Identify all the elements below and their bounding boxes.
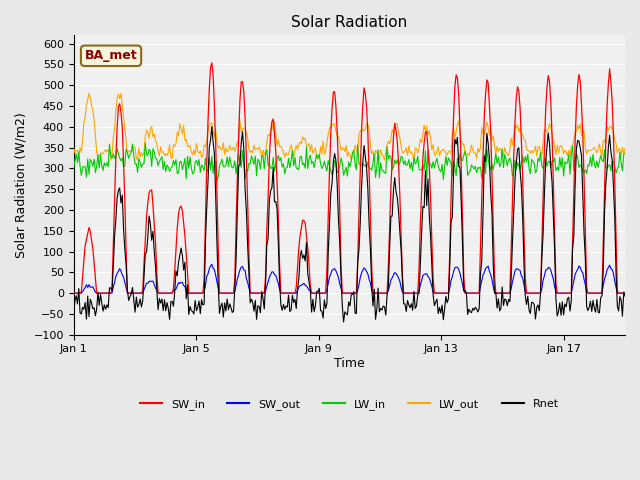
Legend: SW_in, SW_out, LW_in, LW_out, Rnet: SW_in, SW_out, LW_in, LW_out, Rnet bbox=[136, 394, 563, 414]
Text: BA_met: BA_met bbox=[84, 49, 138, 62]
Y-axis label: Solar Radiation (W/m2): Solar Radiation (W/m2) bbox=[15, 112, 28, 258]
Title: Solar Radiation: Solar Radiation bbox=[291, 15, 408, 30]
X-axis label: Time: Time bbox=[334, 357, 365, 370]
